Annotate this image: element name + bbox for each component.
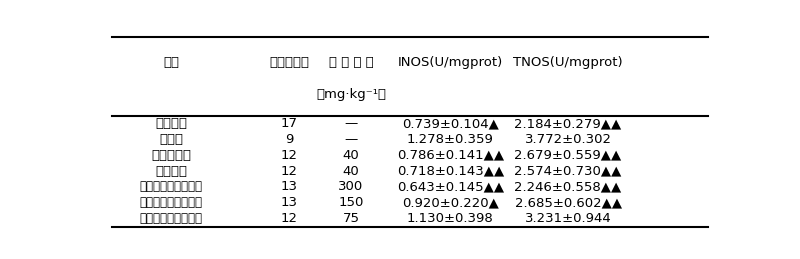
Text: 2.685±0.602▲▲: 2.685±0.602▲▲	[514, 196, 622, 209]
Text: 中剂量马鞭草总苷组: 中剂量马鞭草总苷组	[140, 196, 203, 209]
Text: 0.786±0.141▲▲: 0.786±0.141▲▲	[397, 149, 504, 162]
Text: 3.231±0.944: 3.231±0.944	[525, 212, 611, 225]
Text: 2.679±0.559▲▲: 2.679±0.559▲▲	[514, 149, 622, 162]
Text: 17: 17	[281, 117, 298, 130]
Text: 12: 12	[281, 165, 298, 178]
Text: TNOS(U/mgprot): TNOS(U/mgprot)	[514, 56, 623, 69]
Text: 动物（只）: 动物（只）	[269, 56, 309, 69]
Text: 12: 12	[281, 212, 298, 225]
Text: 大剂量马鞭草总苷组: 大剂量马鞭草总苷组	[140, 181, 203, 193]
Text: 给 药 剂 量: 给 药 剂 量	[329, 56, 374, 69]
Text: 尼莫地平组: 尼莫地平组	[151, 149, 191, 162]
Text: 2.246±0.558▲▲: 2.246±0.558▲▲	[514, 181, 622, 193]
Text: 12: 12	[281, 149, 298, 162]
Text: 2.574±0.730▲▲: 2.574±0.730▲▲	[514, 165, 622, 178]
Text: 13: 13	[281, 181, 298, 193]
Text: —: —	[345, 133, 358, 146]
Text: 300: 300	[338, 181, 364, 193]
Text: INOS(U/mgprot): INOS(U/mgprot)	[398, 56, 503, 69]
Text: 0.643±0.145▲▲: 0.643±0.145▲▲	[397, 181, 504, 193]
Text: 1.278±0.359: 1.278±0.359	[407, 133, 494, 146]
Text: 75: 75	[342, 212, 360, 225]
Text: —: —	[345, 117, 358, 130]
Text: 3.772±0.302: 3.772±0.302	[525, 133, 612, 146]
Text: 40: 40	[342, 165, 359, 178]
Text: 2.184±0.279▲▲: 2.184±0.279▲▲	[514, 117, 622, 130]
Text: 0.739±0.104▲: 0.739±0.104▲	[402, 117, 498, 130]
Text: 金纳多组: 金纳多组	[155, 165, 187, 178]
Text: 假手术组: 假手术组	[155, 117, 187, 130]
Text: 9: 9	[285, 133, 294, 146]
Text: 0.920±0.220▲: 0.920±0.220▲	[402, 196, 498, 209]
Text: 小剂量马鞭草总苷组: 小剂量马鞭草总苷组	[140, 212, 203, 225]
Text: 模型组: 模型组	[159, 133, 183, 146]
Text: 40: 40	[342, 149, 359, 162]
Text: 0.718±0.143▲▲: 0.718±0.143▲▲	[397, 165, 504, 178]
Text: 1.130±0.398: 1.130±0.398	[407, 212, 494, 225]
Text: 150: 150	[338, 196, 364, 209]
Text: 13: 13	[281, 196, 298, 209]
Text: 组别: 组别	[163, 56, 179, 69]
Text: （mg·kg⁻¹）: （mg·kg⁻¹）	[316, 88, 386, 101]
